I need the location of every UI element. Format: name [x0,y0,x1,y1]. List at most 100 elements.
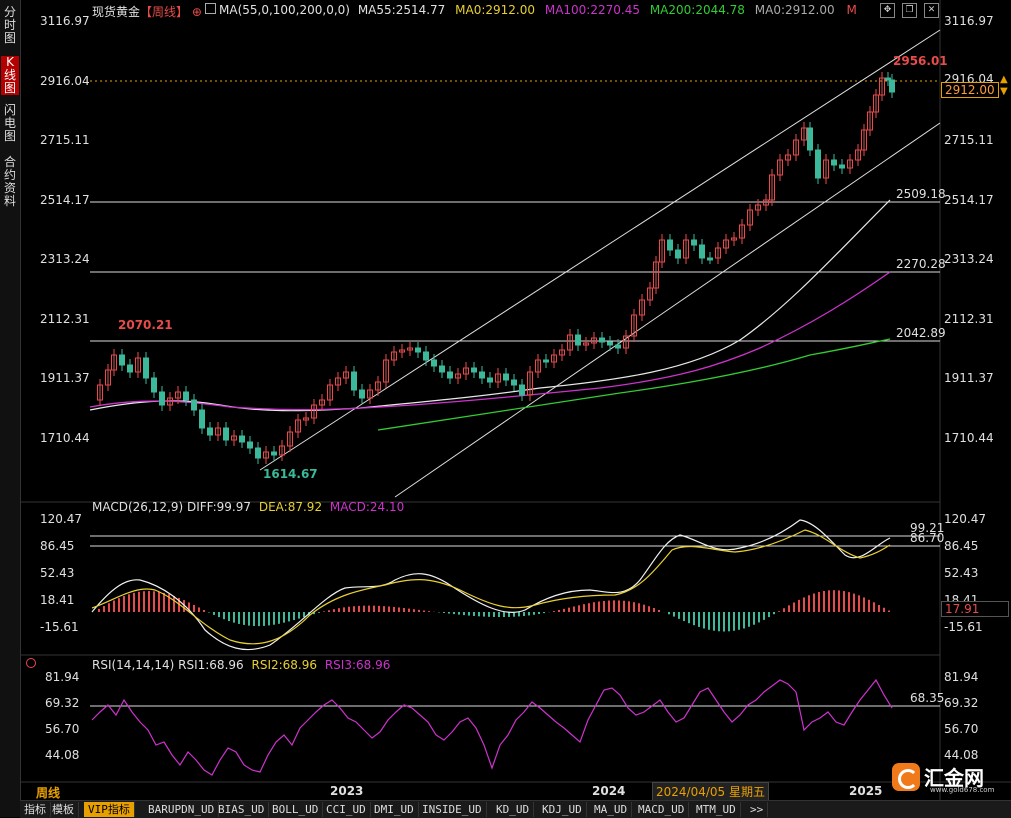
ma-params: MA(55,0,100,200,0,0) [219,3,350,17]
candle-body [535,359,541,373]
candle-body [335,377,341,386]
candle-body [777,159,783,176]
indicator-tab-bias-ud[interactable]: BIAS_UD [214,802,270,817]
logo-icon [892,763,920,791]
tab-timeshare[interactable]: 分时图 [3,5,16,45]
tab-contract-info[interactable]: 合约资料 [3,155,16,208]
ytick-right-0: 3116.97 [944,14,994,28]
indicator-tab-kd-ud[interactable]: KD_UD [492,802,535,817]
xtick-2025: 2025 [849,784,883,798]
candle-body [151,377,157,393]
candle-body [215,427,221,436]
scroll-up-icon[interactable]: ▲ [1000,74,1008,85]
tab-flash[interactable]: 闪电图 [3,103,16,143]
macd-current-badge: 17.91 [941,601,1009,617]
macd-ytick-left-4: -15.61 [40,620,79,634]
indicator-tab-vip-[interactable]: VIP指标 [84,802,135,817]
macd-line-label-b: 86.70 [910,531,945,545]
macd-ytick-left-0: 120.47 [40,512,82,526]
candle-body [815,149,821,179]
indicator-tab-ma-ud[interactable]: MA_UD [590,802,633,817]
macd-dea-line [91,529,891,645]
indicator-tab--[interactable]: 指标 [20,802,51,817]
ytick-right-7: 1710.44 [944,431,994,445]
rsi-ytick-left-1: 69.32 [45,696,80,710]
annotation-line-2042: 2042.89 [896,326,946,340]
ytick-left-7: 1710.44 [40,431,90,445]
channel-upper-line [259,29,941,471]
macd-ytick-left-1: 86.45 [40,539,75,553]
close-icon[interactable]: ✕ [924,3,939,18]
candle-body [839,164,845,169]
ytick-right-4: 2313.24 [944,252,994,266]
logo-url: www.gold678.com [930,786,995,794]
indicator-tab-mtm-ud[interactable]: MTM_UD [692,802,741,817]
ma-legend: MA(55,0,100,200,0,0) MA55:2514.77 MA0:29… [205,3,857,17]
candle-body [303,417,309,421]
candle-body [683,239,689,259]
period-label[interactable]: 【周线】 [140,5,189,19]
candle-body [487,377,493,383]
ma-menu-m[interactable]: M [846,3,857,17]
macd-macd-value: MACD:24.10 [329,500,405,514]
rsi3-value: RSI3:68.96 [324,658,391,672]
fullscreen-icon[interactable]: ✥ [880,3,895,18]
candle-body [699,244,705,259]
ytick-left-1: 2916.04 [40,74,90,88]
indicator-tab-dmi-ud[interactable]: DMI_UD [370,802,419,817]
add-indicator-icon[interactable]: ⊕ [191,5,202,19]
indicator-tab-kdj-ud[interactable]: KDJ_UD [538,802,587,817]
candle-body [831,159,837,166]
macd-params: MACD(26,12,9) [92,500,184,514]
ma55-value: MA55:2514.77 [357,3,446,17]
candle-body [867,111,873,131]
candle-body [383,359,389,383]
period-switch[interactable]: 周线 [36,786,61,800]
candle-body [873,94,879,113]
indicator-tab-cci-ud[interactable]: CCI_UD [322,802,371,817]
ytick-left-2: 2715.11 [40,133,90,147]
candle-body [431,359,437,367]
candle-body [647,287,653,301]
candle-body [763,199,769,206]
annotation-line-2509: 2509.18 [896,187,946,201]
indicator-tab-boll-ud[interactable]: BOLL_UD [268,802,324,817]
rsi-ytick-left-0: 81.94 [45,670,80,684]
macd-histogram [98,590,890,632]
candle-body [271,451,277,456]
candle-body [885,77,891,81]
ytick-right-2: 2715.11 [944,133,994,147]
restore-icon[interactable]: ❐ [902,3,917,18]
ma55-line [89,199,891,412]
candle-body [359,389,365,399]
candlesticks [97,72,895,464]
indicator-tab-inside-ud[interactable]: INSIDE_UD [418,802,487,817]
candle-body [159,391,165,406]
indicator-tab-macd-ud[interactable]: MACD_UD [634,802,690,817]
candle-body [263,451,269,459]
candle-body [511,379,517,386]
ma-settings-icon[interactable] [205,3,216,14]
rsi-ytick-right-2: 56.70 [944,722,979,736]
candle-body [855,149,861,161]
scroll-down-icon[interactable]: ▼ [1000,86,1008,97]
indicator-tab-barupdn-ud[interactable]: BARUPDN_UD [144,802,220,817]
macd-ytick-left-3: 18.41 [40,593,75,607]
indicator-tab--[interactable]: >> [746,802,769,817]
candle-body [889,79,895,93]
tab-kline[interactable]: K线图 [1,56,19,95]
rsi-settings-icon[interactable] [26,658,36,668]
candle-body [223,427,229,441]
candle-body [343,371,349,379]
indicator-tab--[interactable]: 模板 [48,802,79,817]
logo-text: 汇金网 [924,766,984,790]
ytick-left-3: 2514.17 [40,193,90,207]
rsi-params: RSI(14,14,14) [92,658,175,672]
candle-body [199,409,205,429]
candle-body [591,337,597,344]
candle-body [367,389,373,399]
candle-body [823,159,829,179]
candle-body [351,371,357,391]
candle-body [503,373,509,381]
